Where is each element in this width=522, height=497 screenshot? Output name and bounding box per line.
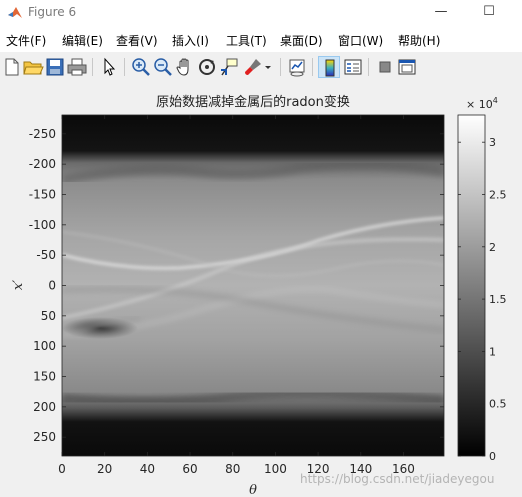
y-axis: -250 -200 -150 -100 -50 0 50 100 150 200 250: [29, 127, 444, 444]
y-tick-label: 200: [33, 400, 56, 414]
menu-bar: 文件(F) 编辑(E) 查看(V) 插入(I) 工具(T) 桌面(D) 窗口(W…: [0, 26, 522, 52]
menu-window[interactable]: 窗口(W): [338, 34, 384, 48]
heatmap-features: [62, 159, 444, 407]
legend-button[interactable]: [342, 56, 364, 78]
legend-icon: [344, 59, 362, 75]
menu-insert[interactable]: 插入(I): [172, 34, 209, 48]
open-folder-icon: [23, 61, 44, 75]
data-cursor-icon: [221, 58, 238, 76]
toolbar-separator: [92, 58, 93, 76]
data-cursor-button[interactable]: [218, 56, 240, 78]
zoom-in-icon: [132, 58, 150, 76]
rotate-3d-icon: [199, 59, 215, 75]
x-tick-label: 160: [392, 462, 415, 476]
colorbar-icon: [325, 59, 335, 77]
matlab-icon: [8, 7, 22, 18]
pointer-icon: [104, 57, 116, 76]
x-tick-label: 140: [349, 462, 372, 476]
x-tick-label: 100: [264, 462, 287, 476]
x-tick-label: 80: [225, 462, 240, 476]
toolbar-separator: [124, 58, 125, 76]
toolbar: [0, 52, 522, 83]
x-axis: 0 20 40 60 80 100 120 140 160: [58, 115, 415, 476]
colorbar-tick-label: 2.5: [489, 188, 507, 201]
watermark: https://blog.csdn.net/jiadeyegou: [300, 472, 495, 486]
show-plot-tools-button[interactable]: [396, 56, 418, 78]
save-icon: [46, 58, 64, 76]
menu-help[interactable]: 帮助(H): [398, 34, 441, 48]
toolbar-separator: [280, 58, 281, 76]
y-tick-label: 250: [33, 430, 56, 444]
toolbar-separator: [312, 58, 313, 76]
chart-title: 原始数据减掉金属后的radon变换: [156, 94, 350, 110]
pointer-button[interactable]: [98, 56, 120, 78]
colorbar-button[interactable]: [318, 56, 340, 78]
figure-area: 原始数据减掉金属后的radon变换 0 20 40 60 80 100 120 140 160 …: [0, 82, 522, 497]
y-tick-label: -200: [29, 157, 56, 171]
colorbar-tick-label: 3: [489, 136, 496, 149]
save-button[interactable]: [44, 56, 66, 78]
y-axis-label: x′: [11, 280, 26, 290]
colorbar[interactable]: [457, 114, 486, 457]
toolbar-separator: [368, 58, 369, 76]
new-figure-icon: [5, 58, 19, 76]
title-bar: Figure 6 — ☐: [0, 0, 522, 26]
link-plot-icon: [289, 59, 305, 77]
print-button[interactable]: [66, 56, 88, 78]
print-icon: [67, 58, 87, 76]
y-tick-label: -250: [29, 127, 56, 141]
chart[interactable]: 原始数据减掉金属后的radon变换 0 20 40 60 80 100 120 140 160 …: [0, 82, 522, 497]
zoom-out-icon: [154, 58, 172, 76]
open-button[interactable]: [22, 56, 44, 78]
window-title: Figure 6: [28, 5, 77, 19]
x-axis-label: θ: [249, 483, 257, 497]
colorbar-tick-label: 0: [489, 450, 496, 463]
pan-hand-icon: [176, 58, 189, 76]
menu-desktop[interactable]: 桌面(D): [280, 34, 323, 48]
zoom-in-button[interactable]: [130, 56, 152, 78]
colorbar-axis: 0 0.5 1 1.5 2 2.5 3: [458, 136, 507, 463]
show-plot-tools-icon: [398, 59, 416, 75]
menu-file[interactable]: 文件(F): [6, 34, 47, 48]
x-tick-label: 0: [58, 462, 66, 476]
x-tick-label: 120: [307, 462, 330, 476]
y-tick-label: 50: [41, 309, 56, 323]
colorbar-tick-label: 1: [489, 345, 496, 358]
menu-view[interactable]: 查看(V): [116, 34, 158, 48]
y-tick-label: 0: [48, 279, 56, 293]
x-tick-label: 60: [182, 462, 197, 476]
new-figure-button[interactable]: [1, 56, 23, 78]
colorbar-tick-label: 2: [489, 241, 496, 254]
hide-plot-tools-icon: [379, 61, 391, 73]
y-tick-label: 150: [33, 370, 56, 384]
colorbar-tick-label: 1.5: [489, 293, 507, 306]
link-plot-button[interactable]: [286, 56, 308, 78]
hide-plot-tools-button[interactable]: [374, 56, 396, 78]
brush-button[interactable]: [242, 56, 264, 78]
brush-dropdown-button[interactable]: [262, 56, 274, 78]
y-tick-label: -150: [29, 187, 56, 201]
y-tick-label: 100: [33, 339, 56, 353]
rotate-button[interactable]: [196, 56, 218, 78]
x-tick-label: 40: [140, 462, 155, 476]
brush-dropdown-icon: [265, 66, 271, 69]
y-tick-label: -50: [36, 248, 56, 262]
pan-button[interactable]: [174, 56, 196, 78]
y-tick-label: -100: [29, 218, 56, 232]
colorbar-tick-label: 0.5: [489, 398, 507, 411]
zoom-out-button[interactable]: [152, 56, 174, 78]
maximize-button[interactable]: ☐: [483, 4, 495, 19]
menu-edit[interactable]: 编辑(E): [62, 34, 103, 48]
minimize-button[interactable]: —: [434, 4, 448, 19]
brush-icon: [245, 59, 261, 75]
x-tick-label: 20: [97, 462, 112, 476]
colorbar-exponent-label: × 104: [466, 96, 498, 111]
menu-tools[interactable]: 工具(T): [226, 34, 267, 48]
